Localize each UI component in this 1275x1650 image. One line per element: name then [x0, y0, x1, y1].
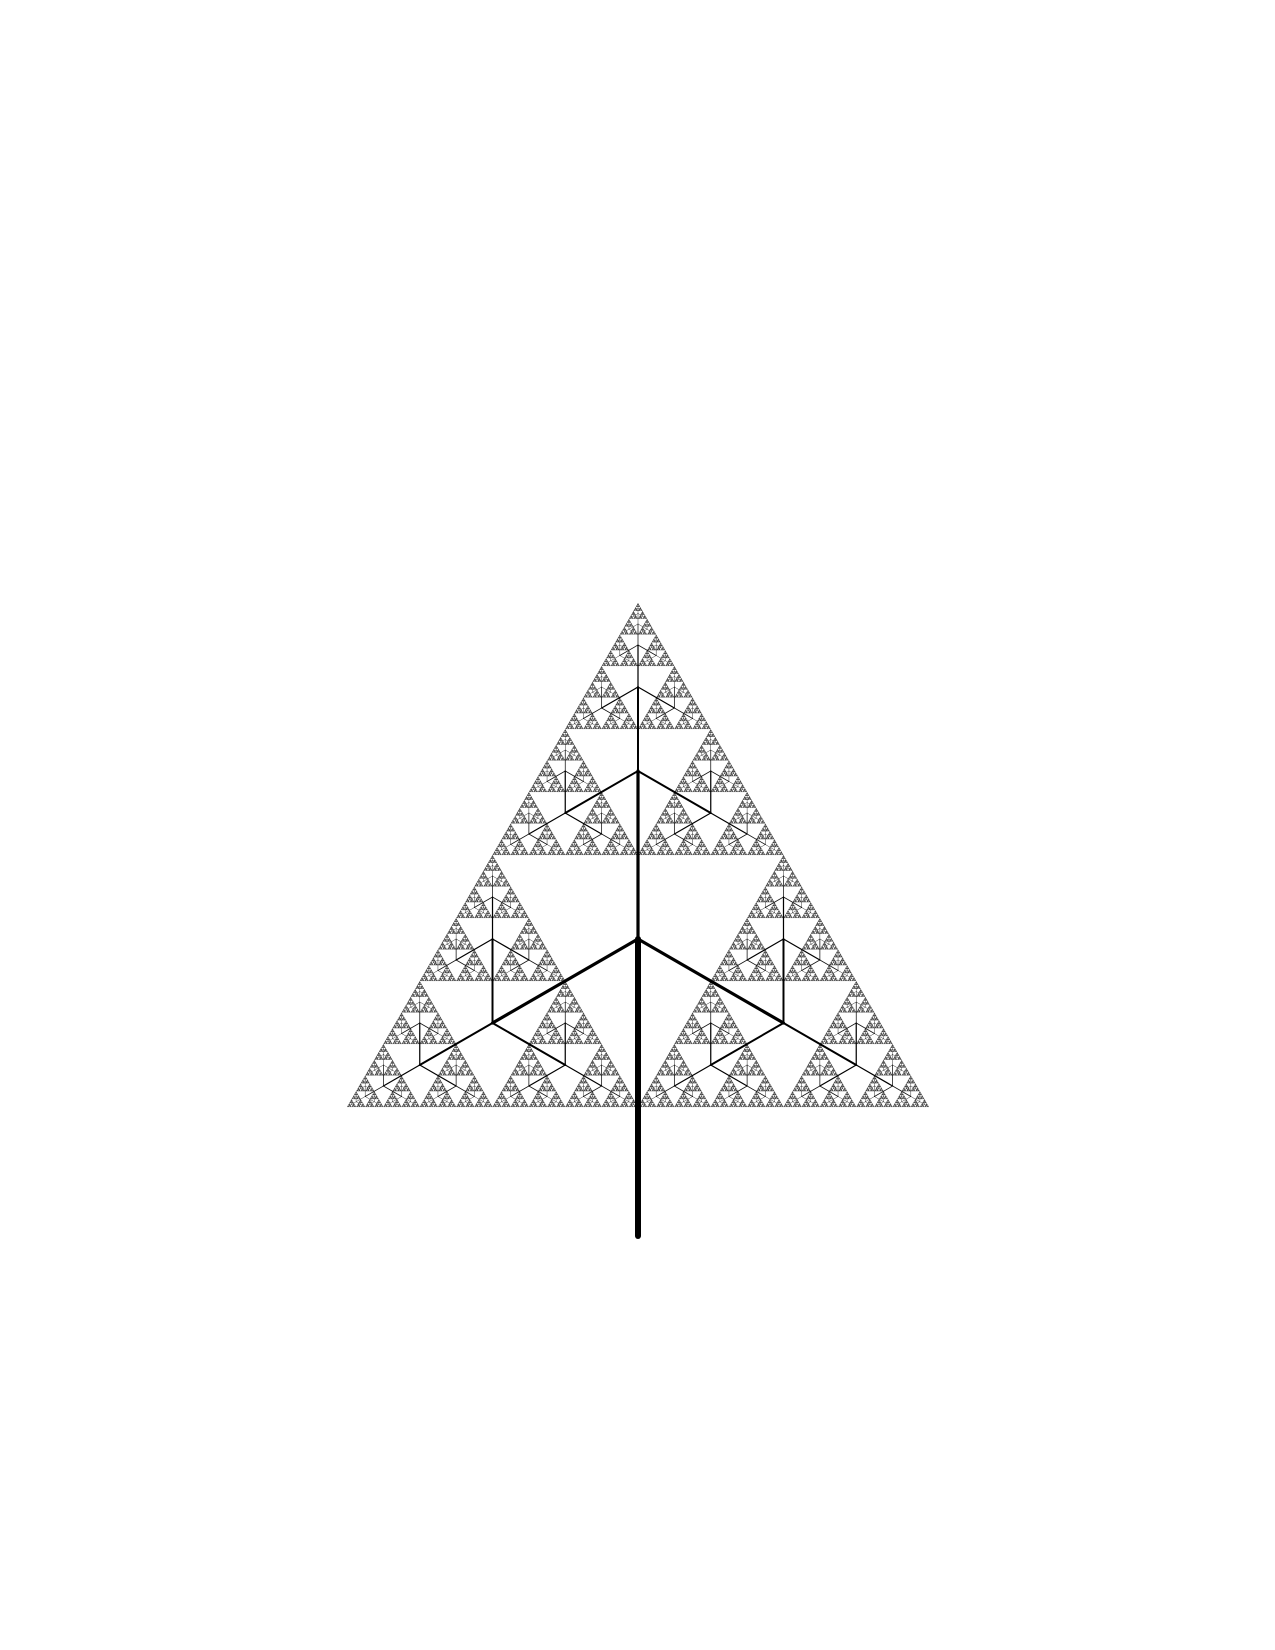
- page: [0, 0, 1275, 1650]
- fractal-tree-diagram: [0, 0, 1275, 1650]
